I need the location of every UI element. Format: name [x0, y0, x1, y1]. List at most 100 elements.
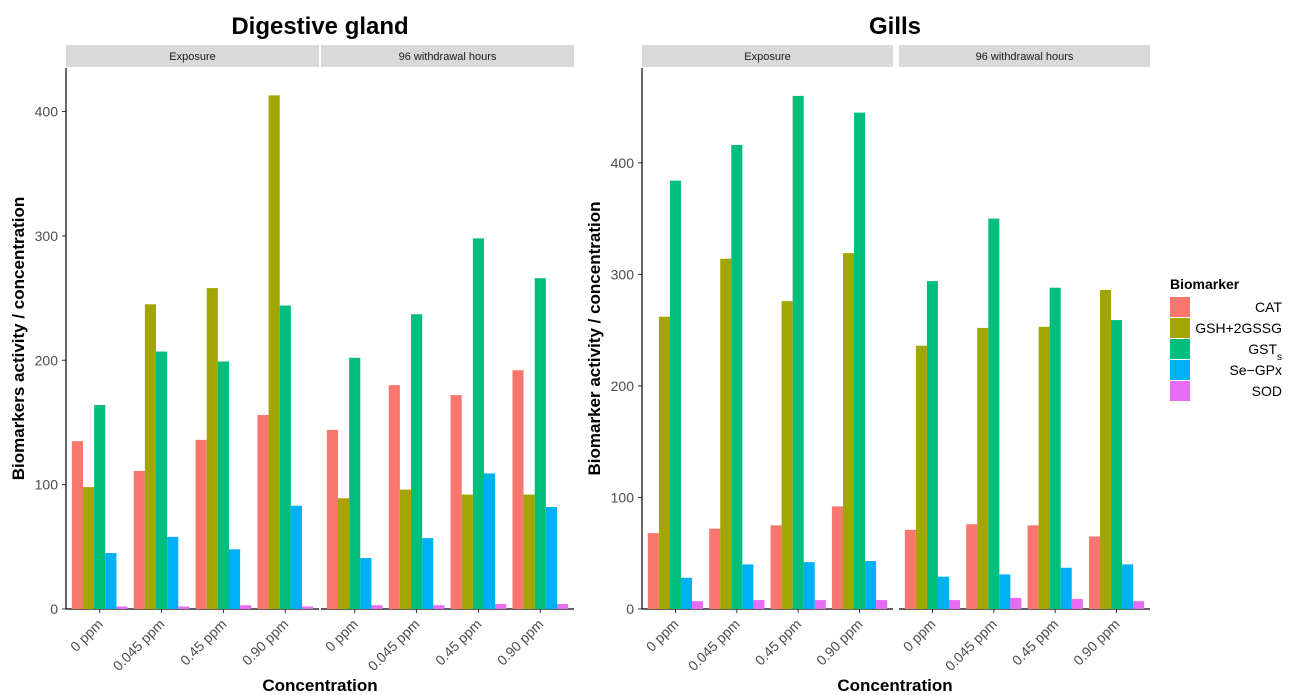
dg-x-tick-label: 0.45 ppm	[177, 616, 230, 669]
gills-plot: Gills Biomarker activity / concentration C…	[585, 13, 1150, 695]
gills-bar-exposure-0-45-ppm-se-gpx	[803, 562, 815, 609]
dg-bar-exposure-0-45-ppm-gsh-2gssg	[206, 288, 218, 609]
dg-strip-exposure	[66, 45, 319, 67]
dg-bar-96-withdrawal-hours-0-45-ppm-gsh-2gssg	[461, 494, 473, 609]
dg-bar-96-withdrawal-hours-0-ppm-gsh-2gssg	[338, 498, 350, 609]
gills-y-tick-label: 0	[626, 601, 634, 617]
dg-bar-exposure-0-90-ppm-gsts	[279, 305, 291, 609]
legend-label-se-gpx: Se−GPx	[1229, 362, 1282, 378]
gills-bar-96-withdrawal-hours-0-90-ppm-gsh-2gssg	[1099, 289, 1112, 609]
gills-x-tick-label: 0.45 ppm	[752, 616, 805, 669]
digestive-gland-plot: Digestive gland Biomarkers activity / con…	[9, 13, 574, 695]
gills-bar-96-withdrawal-hours-0-90-ppm-se-gpx	[1122, 564, 1134, 609]
legend-swatch-cat	[1170, 297, 1190, 317]
dg-strip-96-withdrawal-hours	[321, 45, 574, 67]
dg-x-tick-label: 0 ppm	[67, 616, 106, 655]
gills-bar-exposure-0-45-ppm-gsts	[792, 95, 804, 609]
dg-bar-exposure-0-45-ppm-sod	[240, 605, 252, 609]
dg-y-axis-title: Biomarkers activity / concentration	[9, 197, 28, 480]
dg-y-tick-label: 400	[35, 104, 59, 120]
gills-bar-96-withdrawal-hours-0-90-ppm-sod	[1133, 601, 1145, 609]
dg-bar-exposure-0-ppm-sod	[116, 606, 128, 609]
gills-y-tick-label: 400	[611, 155, 635, 171]
gills-x-tick-label: 0.90 ppm	[1070, 616, 1123, 669]
gills-bar-exposure-0-045-ppm-gsh-2gssg	[720, 258, 732, 609]
gills-bar-96-withdrawal-hours-0-045-ppm-se-gpx	[999, 574, 1011, 609]
gills-bar-96-withdrawal-hours-0-90-ppm-gsts	[1111, 320, 1123, 609]
dg-y-tick-label: 300	[35, 228, 59, 244]
dg-bar-exposure-0-90-ppm-cat	[257, 414, 269, 609]
gills-x-axis-title: Concentration	[837, 676, 952, 695]
gills-bar-96-withdrawal-hours-0-45-ppm-gsh-2gssg	[1038, 326, 1050, 609]
dg-bar-exposure-0-45-ppm-gsts	[217, 361, 229, 609]
gills-bar-exposure-0-90-ppm-sod	[876, 600, 888, 609]
gills-x-tick-label: 0.045 ppm	[685, 616, 743, 674]
gills-y-axis-title: Biomarker activity / concentration	[585, 202, 604, 476]
gills-strip-label: Exposure	[744, 51, 790, 63]
dg-bar-96-withdrawal-hours-0-045-ppm-cat	[388, 385, 400, 609]
dg-x-tick-label: 0.90 ppm	[239, 616, 292, 669]
gills-bar-exposure-0-ppm-sod	[692, 601, 704, 609]
gills-x-tick-label: 0.45 ppm	[1009, 616, 1062, 669]
dg-x-axis-title: Concentration	[262, 676, 377, 695]
dg-bar-96-withdrawal-hours-0-045-ppm-gsh-2gssg	[399, 489, 412, 609]
dg-bar-96-withdrawal-hours-0-ppm-sod	[371, 605, 383, 609]
gills-bar-96-withdrawal-hours-0-ppm-cat	[904, 529, 916, 609]
gills-x-tick-label: 0.045 ppm	[942, 616, 1000, 674]
dg-bar-96-withdrawal-hours-0-ppm-gsts	[349, 357, 361, 609]
gills-bar-96-withdrawal-hours-0-45-ppm-cat	[1027, 525, 1039, 609]
legend-label-gsh-2gssg: GSH+2GSSG	[1195, 320, 1282, 336]
dg-bar-96-withdrawal-hours-0-90-ppm-se-gpx	[545, 507, 557, 609]
gills-bar-96-withdrawal-hours-0-ppm-gsh-2gssg	[915, 345, 927, 609]
gills-title: Gills	[869, 13, 921, 40]
gills-bar-96-withdrawal-hours-0-045-ppm-cat	[966, 524, 978, 609]
gills-x-tick-label: 0 ppm	[643, 616, 682, 655]
gills-bar-exposure-0-ppm-gsh-2gssg	[658, 316, 670, 609]
legend-label-gsts: GSTs	[1248, 341, 1282, 363]
gills-bar-exposure-0-045-ppm-cat	[709, 528, 721, 609]
dg-bar-96-withdrawal-hours-0-90-ppm-gsh-2gssg	[523, 494, 535, 609]
dg-bar-96-withdrawal-hours-0-45-ppm-gsts	[472, 238, 484, 609]
gills-bar-exposure-0-ppm-cat	[647, 533, 659, 609]
dg-bar-exposure-0-90-ppm-se-gpx	[290, 505, 302, 609]
dg-bar-exposure-0-045-ppm-gsts	[156, 351, 168, 609]
gills-bar-96-withdrawal-hours-0-045-ppm-gsh-2gssg	[977, 327, 989, 609]
gills-strip-label: 96 withdrawal hours	[976, 51, 1074, 63]
dg-bar-96-withdrawal-hours-0-045-ppm-gsts	[411, 314, 423, 609]
dg-y-tick-label: 0	[50, 601, 58, 617]
dg-bar-exposure-0-045-ppm-gsh-2gssg	[144, 304, 157, 609]
dg-title: Digestive gland	[231, 13, 408, 40]
gills-y-tick-label: 200	[611, 378, 635, 394]
legend-title: Biomarker	[1170, 276, 1240, 292]
dg-bar-96-withdrawal-hours-0-45-ppm-sod	[495, 604, 507, 609]
gills-bar-exposure-0-045-ppm-sod	[753, 600, 765, 609]
gills-bar-96-withdrawal-hours-0-90-ppm-cat	[1088, 536, 1100, 609]
dg-bar-96-withdrawal-hours-0-45-ppm-se-gpx	[483, 473, 496, 609]
gills-bar-exposure-0-90-ppm-gsh-2gssg	[842, 253, 855, 610]
gills-bar-exposure-0-45-ppm-gsh-2gssg	[781, 301, 793, 609]
gills-bar-exposure-0-045-ppm-gsts	[731, 144, 743, 609]
dg-bar-96-withdrawal-hours-0-045-ppm-se-gpx	[422, 538, 434, 609]
gills-bar-96-withdrawal-hours-0-45-ppm-se-gpx	[1060, 567, 1072, 609]
gills-strip-96-withdrawal-hours	[899, 45, 1150, 67]
dg-bar-96-withdrawal-hours-0-ppm-se-gpx	[360, 558, 372, 609]
gills-bar-exposure-0-90-ppm-cat	[831, 506, 843, 609]
gills-bar-96-withdrawal-hours-0-ppm-se-gpx	[937, 576, 950, 609]
gills-bar-exposure-0-ppm-gsts	[669, 180, 681, 609]
gills-bar-96-withdrawal-hours-0-45-ppm-gsts	[1049, 287, 1061, 609]
dg-bar-exposure-0-ppm-gsh-2gssg	[83, 487, 95, 609]
gills-y-tick-label: 300	[611, 266, 635, 282]
dg-bar-exposure-0-045-ppm-se-gpx	[167, 536, 179, 609]
dg-bar-96-withdrawal-hours-0-ppm-cat	[326, 429, 339, 609]
dg-bar-exposure-0-45-ppm-cat	[195, 439, 207, 609]
gills-bar-96-withdrawal-hours-0-045-ppm-gsts	[988, 218, 1000, 609]
gills-bar-96-withdrawal-hours-0-45-ppm-sod	[1071, 598, 1083, 609]
dg-x-tick-label: 0.045 ppm	[365, 616, 423, 674]
dg-bar-exposure-0-90-ppm-gsh-2gssg	[268, 95, 280, 610]
dg-y-tick-label: 200	[35, 352, 59, 368]
dg-bar-96-withdrawal-hours-0-90-ppm-sod	[556, 604, 569, 609]
dg-strip-label: 96 withdrawal hours	[399, 51, 497, 63]
dg-bar-exposure-0-ppm-cat	[71, 441, 84, 609]
